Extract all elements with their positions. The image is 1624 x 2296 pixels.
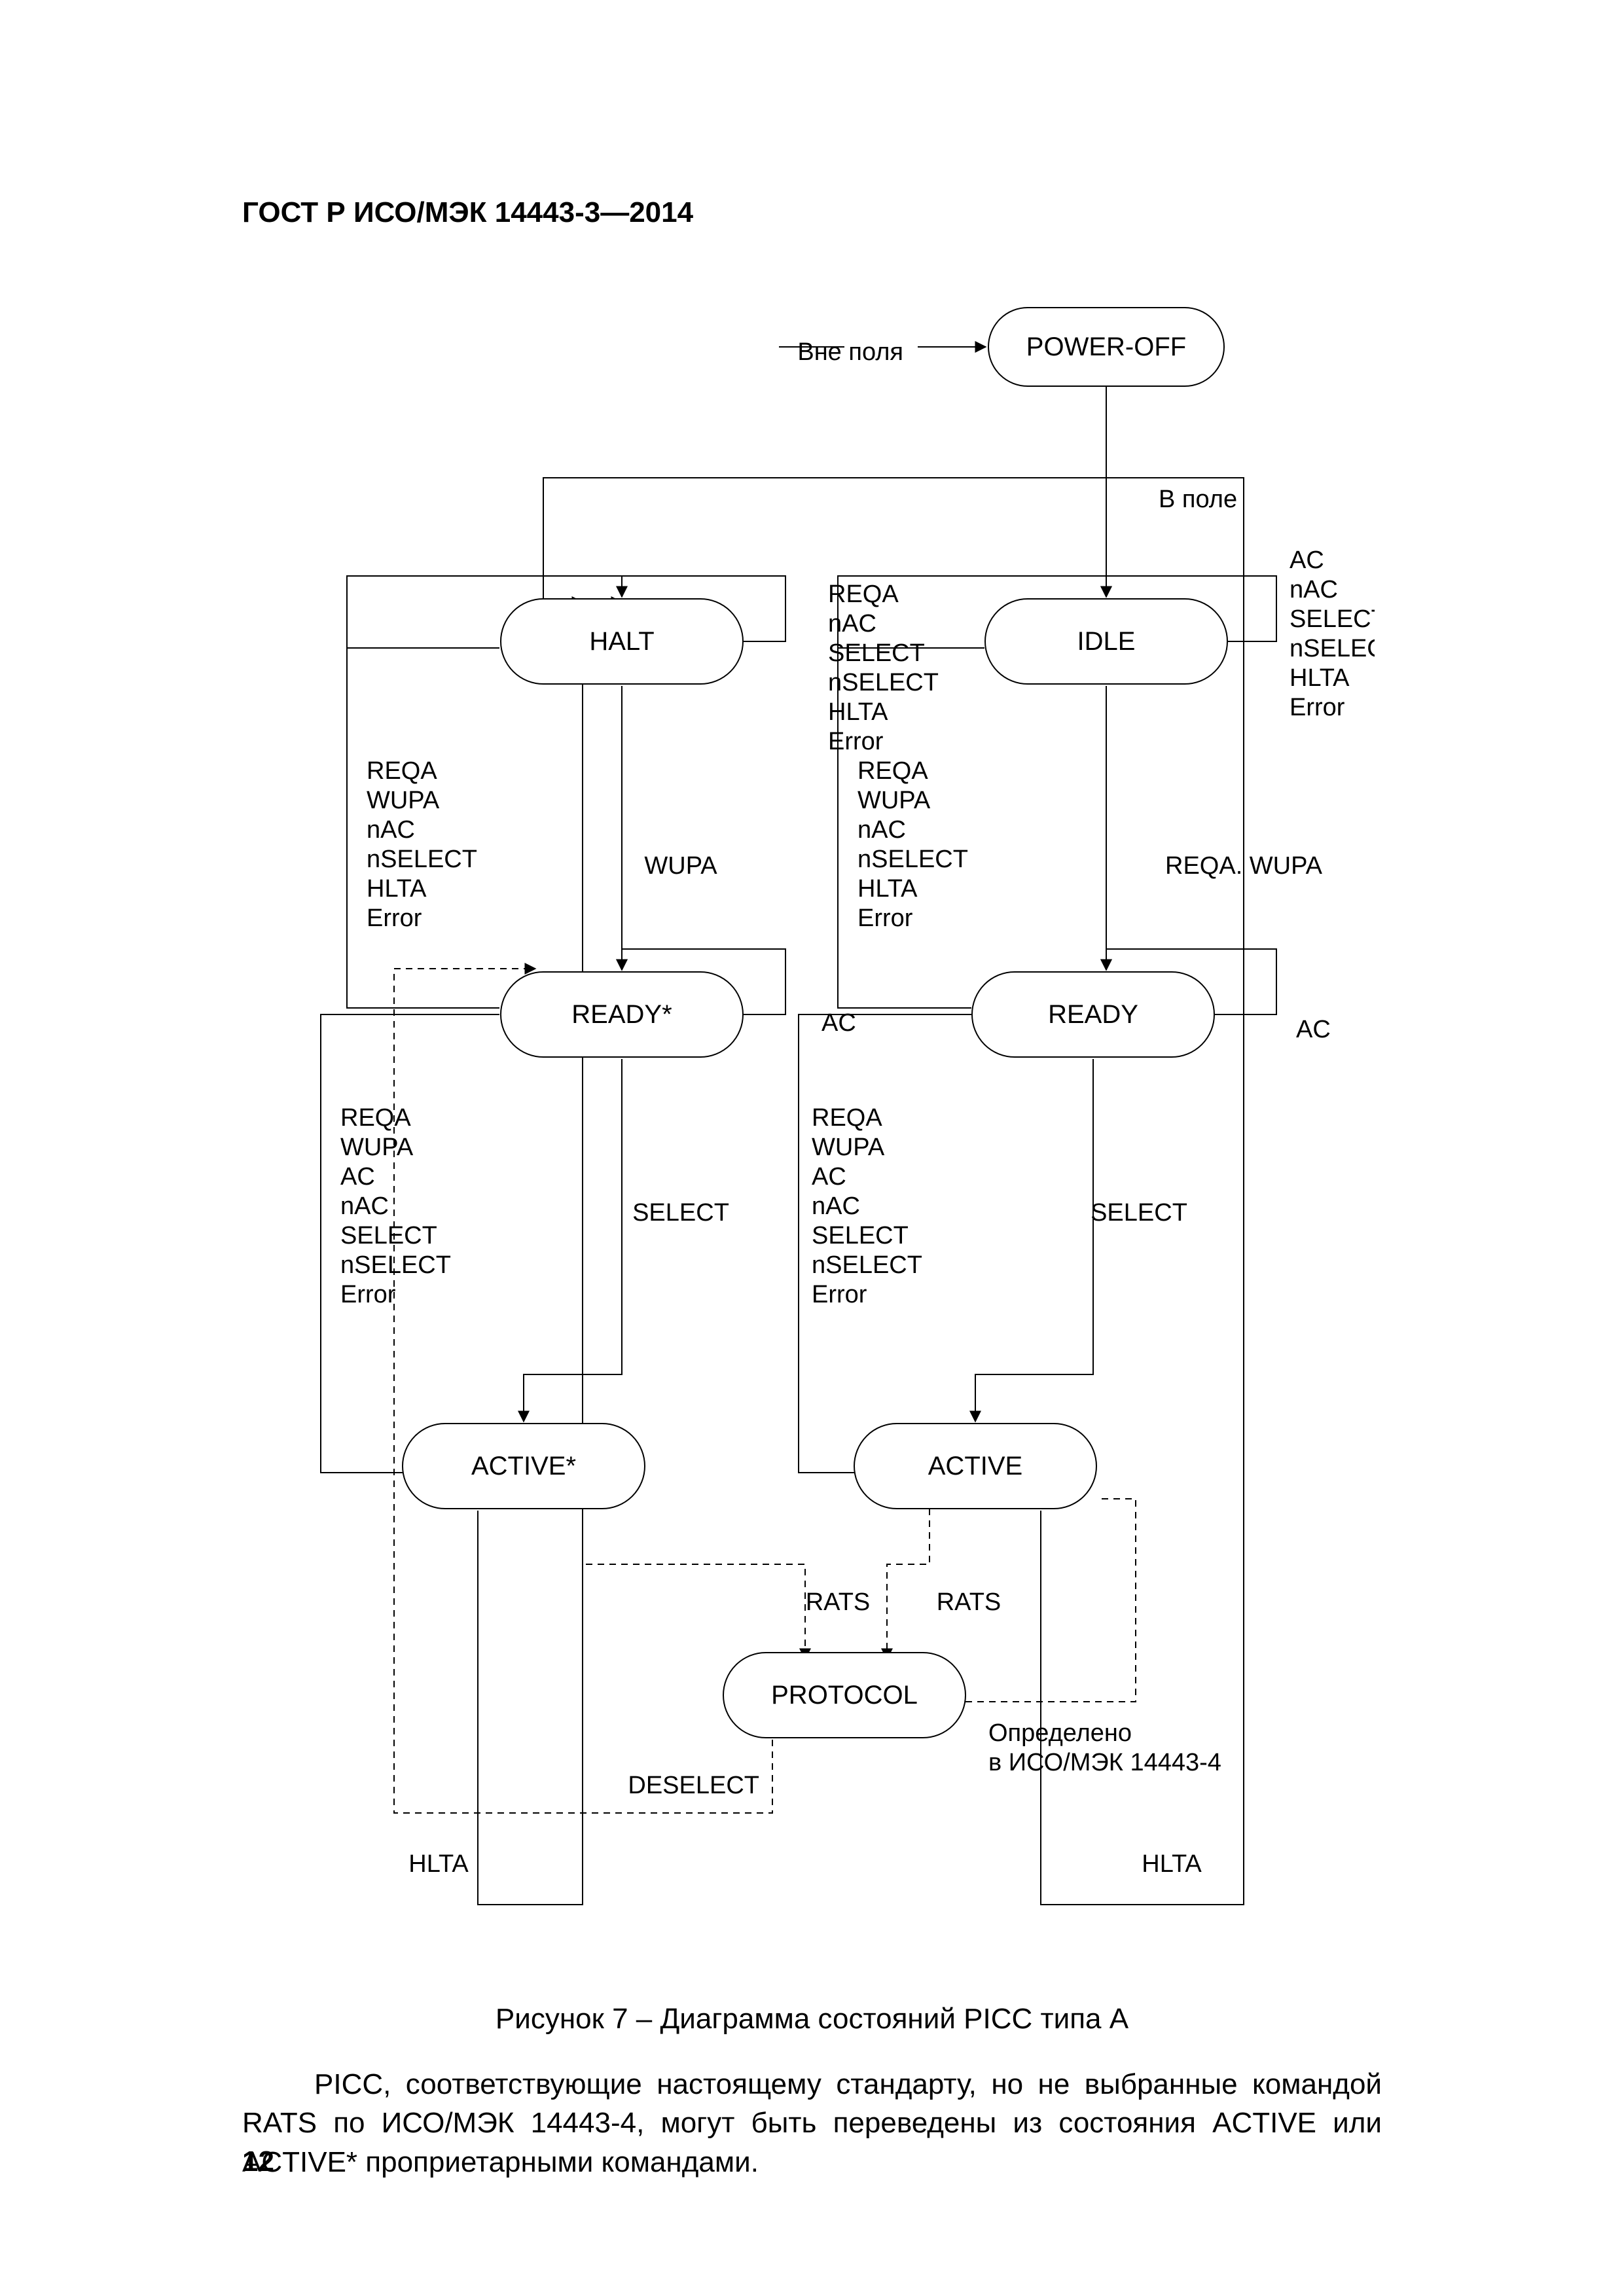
edge-label: SELECT: [1091, 1199, 1187, 1227]
edge-label: REQA. WUPA: [1165, 852, 1323, 880]
state-protocol: PROTOCOL: [723, 1653, 965, 1738]
edge-label: HLTA: [408, 1850, 469, 1878]
edge-label: Error: [367, 905, 422, 932]
svg-text:HALT: HALT: [589, 627, 654, 656]
edge-label: DESELECT: [628, 1772, 759, 1799]
state-halt: HALT: [501, 599, 743, 684]
edge-label: SELECT: [1290, 605, 1375, 633]
edge-label: Error: [1290, 694, 1345, 721]
edge-label: nAC: [340, 1193, 389, 1220]
edge-label: HLTA: [1290, 664, 1350, 692]
state-diagram: POWER-OFF HALT IDLE READY* READY ACTIVE* ACTIV…: [301, 275, 1375, 1950]
state-actives: ACTIVE*: [403, 1424, 645, 1509]
state-active: ACTIVE: [854, 1424, 1096, 1509]
state-readys: READY*: [501, 972, 743, 1057]
edge-label: HLTA: [828, 698, 888, 726]
edge-label: в ИСО/МЭК 14443-4: [988, 1749, 1221, 1776]
edge-label: Вне поля: [797, 338, 903, 366]
state-idle: IDLE: [985, 599, 1227, 684]
state-ready: READY: [972, 972, 1214, 1057]
edge: [478, 602, 622, 1905]
edge-label: nAC: [812, 1193, 860, 1220]
edge: [887, 1509, 929, 1659]
edge-label: Определено: [988, 1719, 1132, 1747]
svg-text:POWER-OFF: POWER-OFF: [1026, 332, 1186, 361]
state-poweroff: POWER-OFF: [988, 308, 1224, 386]
svg-text:ACTIVE: ACTIVE: [928, 1452, 1022, 1480]
edge-label: nAC: [367, 816, 415, 844]
edge-label: REQA: [812, 1104, 882, 1132]
doc-header: ГОСТ Р ИСО/МЭК 14443-3—2014: [242, 196, 693, 229]
edge-label: nSELECT: [340, 1251, 451, 1279]
edge-label: AC: [1296, 1016, 1331, 1043]
svg-text:IDLE: IDLE: [1077, 627, 1136, 656]
svg-text:READY*: READY*: [571, 1000, 672, 1029]
edge-label: HLTA: [1142, 1850, 1202, 1878]
figure-caption: Рисунок 7 – Диаграмма состояний PICC тип…: [0, 2003, 1624, 2036]
edge-label: Error: [857, 905, 913, 932]
edge-label: nSELECT: [857, 846, 968, 873]
edge-label: WUPA: [812, 1134, 885, 1161]
edge-label: Error: [340, 1281, 396, 1308]
diagram-svg: POWER-OFF HALT IDLE READY* READY ACTIVE* ACTIV…: [301, 275, 1375, 1950]
edge-label: HLTA: [857, 875, 918, 903]
edge-label: nAC: [857, 816, 906, 844]
edge: [583, 1509, 805, 1659]
edge-label: В поле: [1159, 486, 1237, 513]
edge-label: SELECT: [632, 1199, 729, 1227]
edge-label: REQA: [367, 757, 437, 785]
edge-label: SELECT: [828, 639, 925, 667]
edge-label: nSELECT: [367, 846, 477, 873]
edge-label: WUPA: [857, 787, 931, 814]
page-number: 12: [242, 2145, 274, 2178]
svg-text:PROTOCOL: PROTOCOL: [771, 1681, 918, 1710]
edge-label: nAC: [1290, 576, 1338, 603]
edge-label: nSELECT: [812, 1251, 922, 1279]
edge: [524, 1059, 622, 1422]
edge-label: REQA: [340, 1104, 411, 1132]
svg-text:ACTIVE*: ACTIVE*: [471, 1452, 576, 1480]
edge-label: WUPA: [644, 852, 717, 880]
body-paragraph: PICC, соответствующие настоящему стандар…: [242, 2065, 1382, 2181]
edge-label: nSELECT: [828, 669, 939, 696]
edge-label: HLTA: [367, 875, 427, 903]
edge-label: REQA: [857, 757, 928, 785]
edge-label: WUPA: [367, 787, 440, 814]
edge-label: RATS: [806, 1588, 871, 1616]
page: ГОСТ Р ИСО/МЭК 14443-3—2014 POWER-OFF HAL…: [0, 0, 1624, 2296]
edge-label: nAC: [828, 610, 876, 637]
edge-label: AC: [1290, 547, 1324, 574]
edge-label: WUPA: [340, 1134, 414, 1161]
svg-text:READY: READY: [1048, 1000, 1138, 1029]
edge-label: AC: [812, 1163, 846, 1191]
edge-label: SELECT: [340, 1222, 437, 1249]
edge-label: AC: [340, 1163, 375, 1191]
edge-label: Error: [828, 728, 884, 755]
edge-label: SELECT: [812, 1222, 909, 1249]
edge-label: nSELECT: [1290, 635, 1375, 662]
edge-label: Error: [812, 1281, 867, 1308]
edge-label: REQA: [828, 581, 899, 608]
edge-label: AC: [821, 1009, 856, 1037]
edge: [975, 1059, 1093, 1422]
edge-label: RATS: [937, 1588, 1001, 1616]
